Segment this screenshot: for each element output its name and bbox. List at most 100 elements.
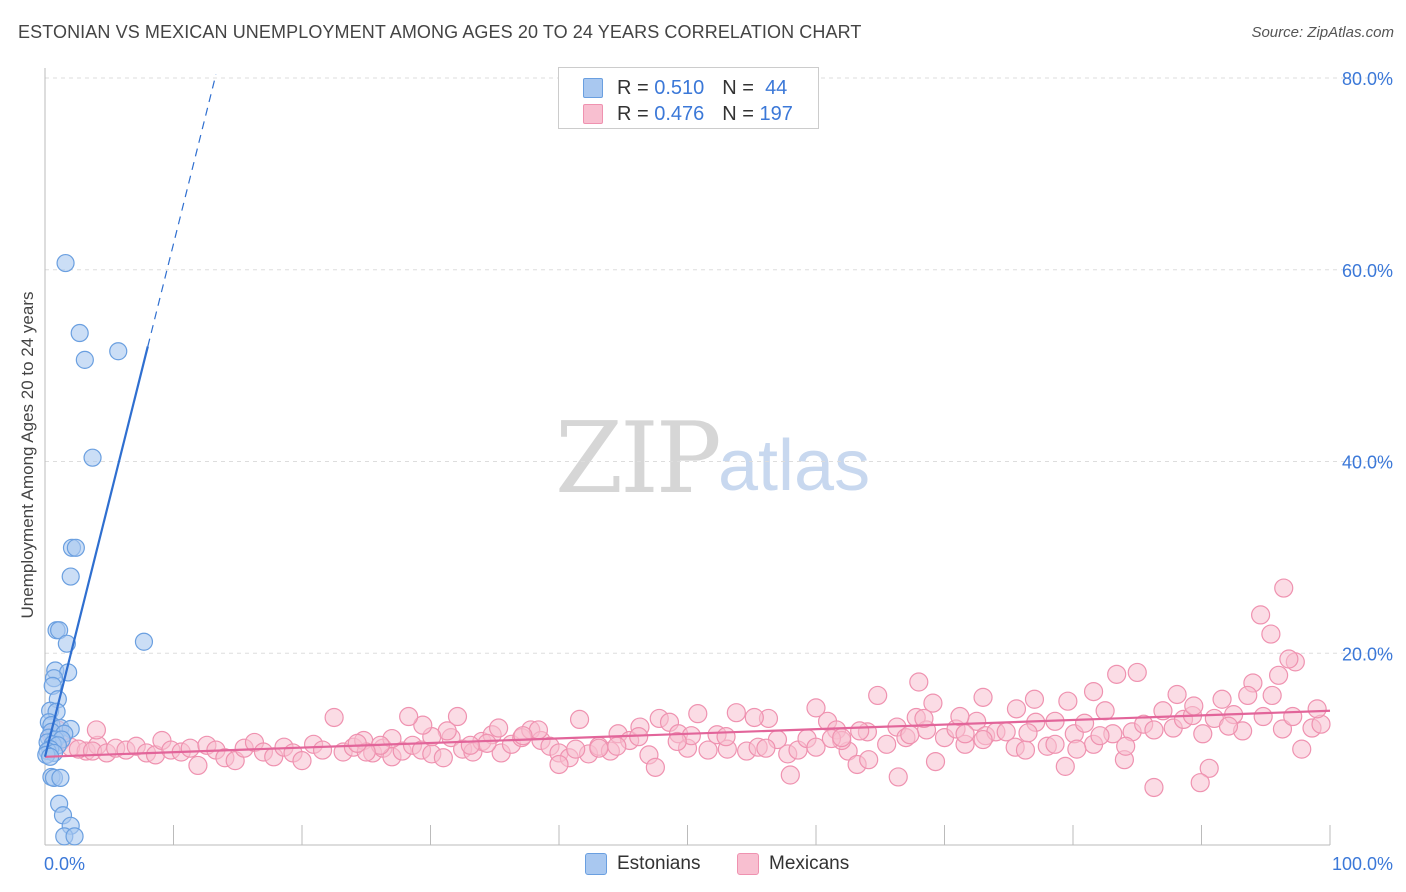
mexicans-point (1067, 739, 1087, 759)
mexicans-point (1024, 689, 1045, 709)
mexicans-point (1090, 726, 1110, 746)
mexicans-point (1058, 691, 1078, 711)
mexicans-point (925, 751, 946, 772)
estonians-point (65, 827, 84, 846)
mexicans-point (1274, 578, 1294, 598)
series-legend-mexicans: Mexicans (737, 851, 849, 877)
estonians-point (70, 323, 89, 343)
mexicans-point (1262, 685, 1282, 706)
mexicans-point (923, 693, 943, 713)
series-legend-estonians: Estonians (585, 851, 700, 877)
mexicans-point (1212, 689, 1232, 709)
estonians-point (50, 621, 69, 640)
mexicans-point (433, 748, 453, 768)
mexicans-point (780, 765, 800, 785)
estonians-point (83, 448, 102, 467)
mexicans-point (1190, 773, 1210, 793)
estonians-point (51, 768, 70, 787)
estonians-trend-extension (147, 74, 217, 347)
mexicans-point (1218, 716, 1239, 736)
mexicans-point (1083, 681, 1104, 702)
mexicans-legend-label: Mexicans (769, 853, 850, 874)
mexicans-point (1307, 699, 1327, 719)
mexicans-point (347, 733, 367, 753)
mexicans-point (607, 736, 627, 756)
mexicans-point (868, 685, 888, 706)
legend-row-estonians: R = 0.510 N = 44 (583, 76, 787, 100)
estonians-point (66, 538, 85, 557)
mexicans-point (698, 740, 718, 760)
mexicans-point (1272, 719, 1293, 739)
mexicans-point (973, 729, 993, 750)
x-tick-label-min: 0.0% (44, 854, 85, 874)
mexicans-point (1095, 701, 1115, 721)
mexicans-point (667, 731, 687, 752)
mexicans-point (489, 718, 509, 738)
mexicans-point (1261, 624, 1281, 644)
estonians-point (75, 350, 94, 369)
mexicans-points (41, 578, 1331, 798)
mexicans-point (850, 721, 870, 741)
mexicans-point (1292, 739, 1312, 759)
estonians-point (61, 567, 80, 586)
mexicans-point (312, 740, 333, 760)
x-tick-label-max: 100.0% (1332, 854, 1393, 874)
mexicans-point (1055, 756, 1075, 776)
mexicans-point (566, 739, 586, 759)
mexicans-point (726, 703, 746, 723)
tick-labels: 20.0% 40.0% 60.0% 80.0% 0.0% 100.0% (44, 69, 1393, 874)
mexicans-n-label: N = (722, 102, 754, 125)
mexicans-point (1015, 740, 1036, 760)
mexicans-point (1251, 605, 1271, 625)
mexicans-point (1238, 685, 1258, 706)
mexicans-point (688, 704, 708, 724)
watermark-atlas: atlas (718, 426, 871, 506)
mexicans-point (589, 738, 609, 758)
estonians-r-label: R = (617, 76, 649, 99)
y-tick-label: 40.0% (1342, 453, 1393, 473)
y-tick-label: 20.0% (1342, 644, 1393, 664)
mexicans-point (513, 726, 533, 746)
mexicans-point (1279, 649, 1299, 669)
estonians-r-value: 0.510 (654, 76, 705, 99)
estonians-point (134, 632, 154, 651)
mexicans-point (806, 698, 826, 718)
mexicans-point (1268, 665, 1289, 685)
mexicans-point (1153, 701, 1173, 721)
mexicans-point (909, 672, 929, 692)
mexicans-point (569, 709, 590, 730)
y-tick-label: 80.0% (1342, 69, 1393, 89)
estonians-n-label: N = (722, 76, 754, 99)
mexicans-point (1253, 706, 1273, 727)
gridlines (45, 77, 1392, 654)
mexicans-point (1074, 713, 1095, 733)
y-tick-label: 60.0% (1342, 261, 1393, 281)
mexicans-point (1193, 724, 1213, 744)
mexicans-point (914, 708, 934, 729)
mexicans-point (900, 725, 920, 745)
mexicans-point (549, 754, 569, 775)
estonians-n-value: 44 (765, 76, 788, 99)
legend-row-mexicans: R = 0.476 N = 197 (583, 102, 793, 126)
mexicans-n-value: 197 (759, 102, 793, 125)
mexicans-point (477, 733, 497, 753)
estonians-point (57, 634, 76, 653)
mexicans-point (1199, 758, 1219, 778)
correlation-legend: R = 0.510 N = 44 R = 0.476 N = 197 (558, 67, 819, 129)
mexicans-point (447, 706, 468, 727)
mexicans-point (950, 706, 970, 727)
mexicans-legend-swatch (737, 853, 759, 875)
estonians-point (56, 253, 75, 273)
mexicans-point (744, 707, 764, 728)
mexicans-point (1107, 664, 1127, 684)
trend-lines (43, 74, 1331, 758)
mexicans-point (324, 707, 344, 728)
mexicans-point (1144, 777, 1164, 798)
mexicans-r-label: R = (617, 102, 649, 125)
mexicans-point (1167, 684, 1187, 705)
mexicans-point (1045, 734, 1065, 754)
mexicans-point (955, 724, 975, 744)
mexicans-point (1116, 736, 1136, 756)
mexicans-point (460, 735, 480, 755)
